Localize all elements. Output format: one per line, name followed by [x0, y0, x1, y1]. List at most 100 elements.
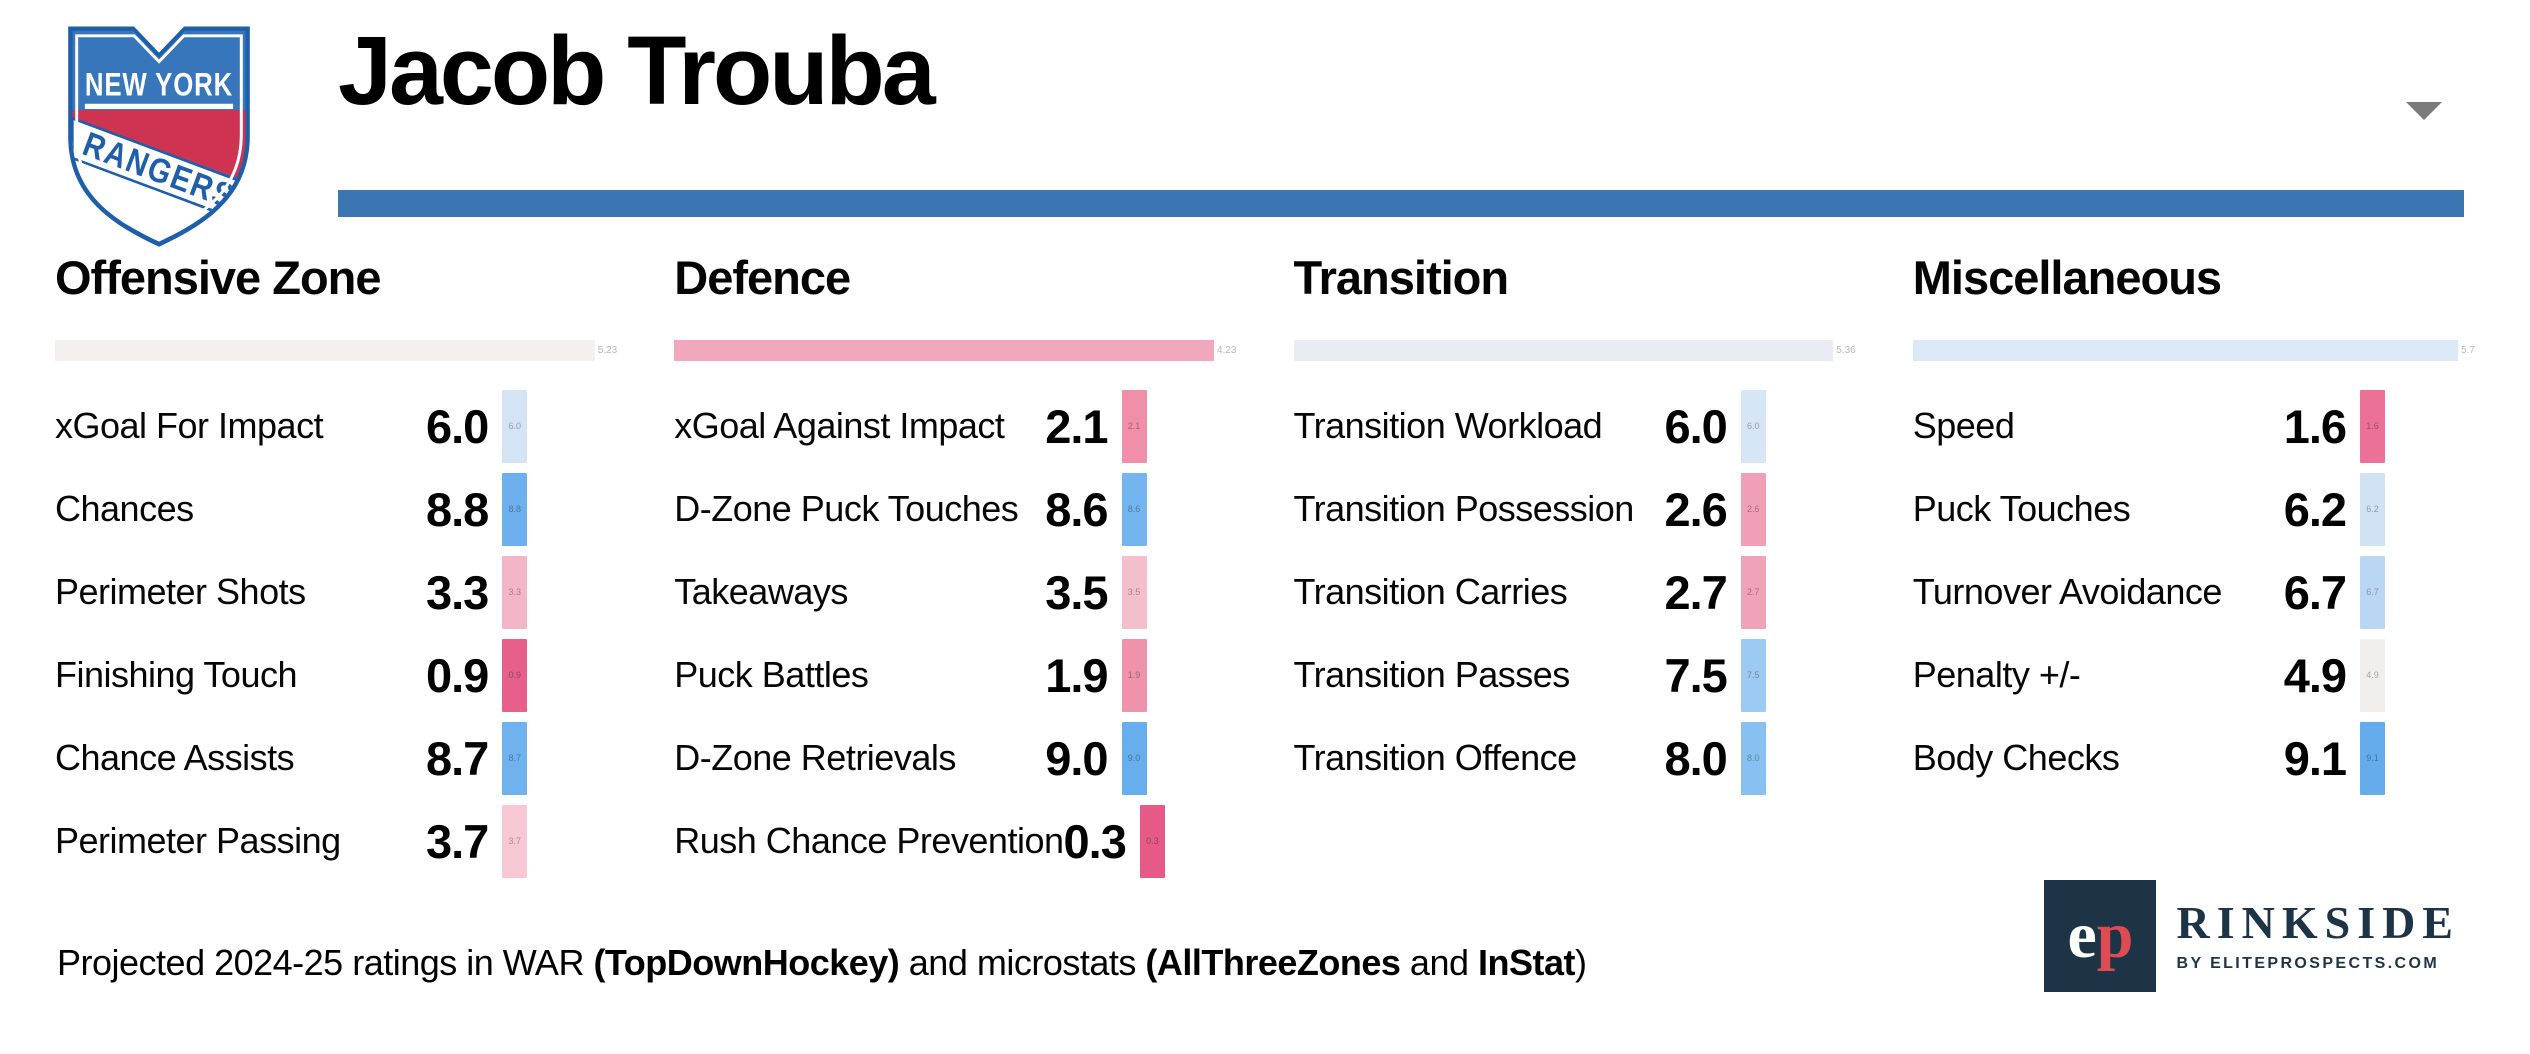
category-column: Transition 5.36 Transition Workload 6.0 …: [1293, 251, 1856, 883]
category-bar-row: 5.7: [1912, 339, 2475, 361]
stat-row: Turnover Avoidance 6.7 6.7: [1913, 551, 2386, 634]
stat-label: Puck Touches: [1912, 488, 2131, 530]
category-title: Defence: [674, 251, 851, 304]
stat-label: Speed: [1912, 405, 2015, 447]
stat-value: 2.7: [1664, 565, 1727, 619]
footer-note-segment: ): [1575, 942, 1587, 983]
stat-value: 4.9: [2283, 648, 2347, 702]
stat-chip: 6.7: [2360, 555, 2386, 629]
stat-value: 8.7: [425, 731, 489, 785]
stat-label: Transition Offence: [1293, 737, 1578, 779]
stat-value: 8.8: [425, 482, 489, 536]
stat-row: D-Zone Retrievals 9.0 9.0: [674, 717, 1147, 800]
category-bar-row: 5.23: [55, 339, 618, 361]
stat-label: Chance Assists: [55, 737, 295, 779]
stat-row: Rush Chance Prevention 0.3 0.3: [674, 800, 1165, 883]
chevron-down-icon[interactable]: [2406, 102, 2442, 120]
stat-row: Puck Touches 6.2 6.2: [1912, 468, 2386, 551]
category-title: Miscellaneous: [1912, 251, 2222, 304]
stat-row: Speed 1.6 1.6: [1912, 385, 2386, 468]
category-title: Transition: [1293, 251, 1510, 304]
stat-row: Finishing Touch 0.9 0.9: [55, 634, 528, 717]
stat-row: Chance Assists 8.7 8.7: [55, 717, 528, 800]
stat-chip: 2.1: [1121, 389, 1147, 463]
stat-label: D-Zone Puck Touches: [674, 488, 1019, 530]
stat-label: Chances: [55, 488, 194, 530]
stat-row: D-Zone Puck Touches 8.6 8.6: [674, 468, 1147, 551]
stat-label: Perimeter Passing: [55, 820, 341, 862]
stat-chip: 8.7: [502, 721, 528, 795]
stat-value: 1.6: [2283, 399, 2347, 453]
category-rating-bar: [674, 339, 1215, 361]
stat-chip: 3.3: [502, 555, 528, 629]
stat-value: 9.0: [1045, 731, 1108, 785]
stat-value: 3.3: [425, 565, 489, 619]
stat-chip: 9.1: [2360, 721, 2386, 795]
category-title: Offensive Zone: [55, 251, 382, 304]
stat-chip: 8.8: [502, 472, 528, 546]
stat-chip: 2.7: [1740, 555, 1766, 629]
stat-row: Transition Passes 7.5 7.5: [1294, 634, 1766, 717]
stat-chip-label: 0.9: [508, 670, 522, 681]
stat-rows: Transition Workload 6.0 6.0 Transition P…: [1294, 385, 1766, 800]
stat-row: Penalty +/- 4.9 4.9: [1912, 634, 2386, 717]
stat-chip: 4.9: [2360, 638, 2386, 712]
stat-label: Transition Carries: [1293, 571, 1568, 613]
footer-note: Projected 2024-25 ratings in WAR (TopDow…: [57, 942, 1587, 984]
stat-chip: 7.5: [1740, 638, 1766, 712]
stat-value: 3.5: [1045, 565, 1108, 619]
stat-chip: 3.7: [502, 804, 528, 878]
stat-label: Rush Chance Prevention: [674, 820, 1064, 862]
stat-rows: Speed 1.6 1.6 Puck Touches 6.2 6.2 Turno…: [1912, 385, 2386, 800]
stat-chip-label: 7.5: [1747, 670, 1760, 681]
stat-chip-label: 4.9: [2366, 670, 2379, 681]
category-column: Offensive Zone 5.23 xGoal For Impact 6.0…: [55, 251, 618, 883]
stat-chip: 8.6: [1121, 472, 1147, 546]
stat-chip-label: 1.9: [1127, 670, 1141, 681]
stat-chip-label: 2.1: [1127, 421, 1141, 432]
title-accent-bar: [338, 190, 2464, 217]
stat-chip-label: 6.2: [2366, 504, 2379, 515]
stat-chip-label: 8.7: [508, 753, 522, 764]
stat-label: Penalty +/-: [1912, 654, 2081, 696]
stat-rows: xGoal For Impact 6.0 6.0 Chances 8.8 8.8…: [55, 385, 528, 883]
stat-row: Transition Offence 8.0 8.0: [1294, 717, 1766, 800]
monogram-p: p: [2096, 899, 2134, 972]
stat-chip: 0.3: [1139, 804, 1165, 878]
category-column: Defence 4.23 xGoal Against Impact 2.1 2.…: [674, 251, 1237, 883]
stat-value: 3.7: [425, 814, 489, 868]
stat-row: Chances 8.8 8.8: [55, 468, 528, 551]
stat-value: 6.2: [2283, 482, 2347, 536]
footer-note-segment: and microstats: [899, 942, 1146, 983]
stat-rows: xGoal Against Impact 2.1 2.1 D-Zone Puck…: [674, 385, 1165, 883]
footer-note-segment: and: [1400, 942, 1478, 983]
brand-name: RINKSIDE: [2176, 896, 2460, 948]
monogram-e: e: [2067, 899, 2097, 972]
stat-chip: 3.5: [1121, 555, 1147, 629]
stat-chip-label: 3.5: [1127, 587, 1141, 598]
stat-row: Takeaways 3.5 3.5: [674, 551, 1147, 634]
stat-value: 0.9: [425, 648, 489, 702]
category-rating-bar: [55, 339, 595, 361]
stat-chip-label: 2.6: [1747, 504, 1760, 515]
stat-row: Body Checks 9.1 9.1: [1913, 717, 2386, 800]
stat-label: Transition Workload: [1293, 405, 1603, 447]
stat-chip: 6.2: [2360, 472, 2386, 546]
stat-label: Puck Battles: [674, 654, 869, 696]
categories: Offensive Zone 5.23 xGoal For Impact 6.0…: [55, 251, 2475, 883]
stat-chip-label: 2.7: [1747, 587, 1760, 598]
category-rating-label: 5.7: [2461, 344, 2475, 356]
stat-chip: 6.0: [1740, 389, 1766, 463]
player-name: Jacob Trouba: [338, 16, 936, 125]
stat-value: 6.0: [1664, 399, 1727, 453]
stat-row: xGoal Against Impact 2.1 2.1: [674, 385, 1147, 468]
stat-value: 1.9: [1045, 648, 1108, 702]
stat-row: Transition Possession 2.6 2.6: [1294, 468, 1766, 551]
category-rating-label: 4.23: [1217, 344, 1237, 356]
category-rating-label: 5.23: [597, 344, 618, 356]
category-bar-row: 4.23: [674, 339, 1237, 361]
stat-row: xGoal For Impact 6.0 6.0: [55, 385, 528, 468]
stat-chip: 9.0: [1121, 721, 1147, 795]
